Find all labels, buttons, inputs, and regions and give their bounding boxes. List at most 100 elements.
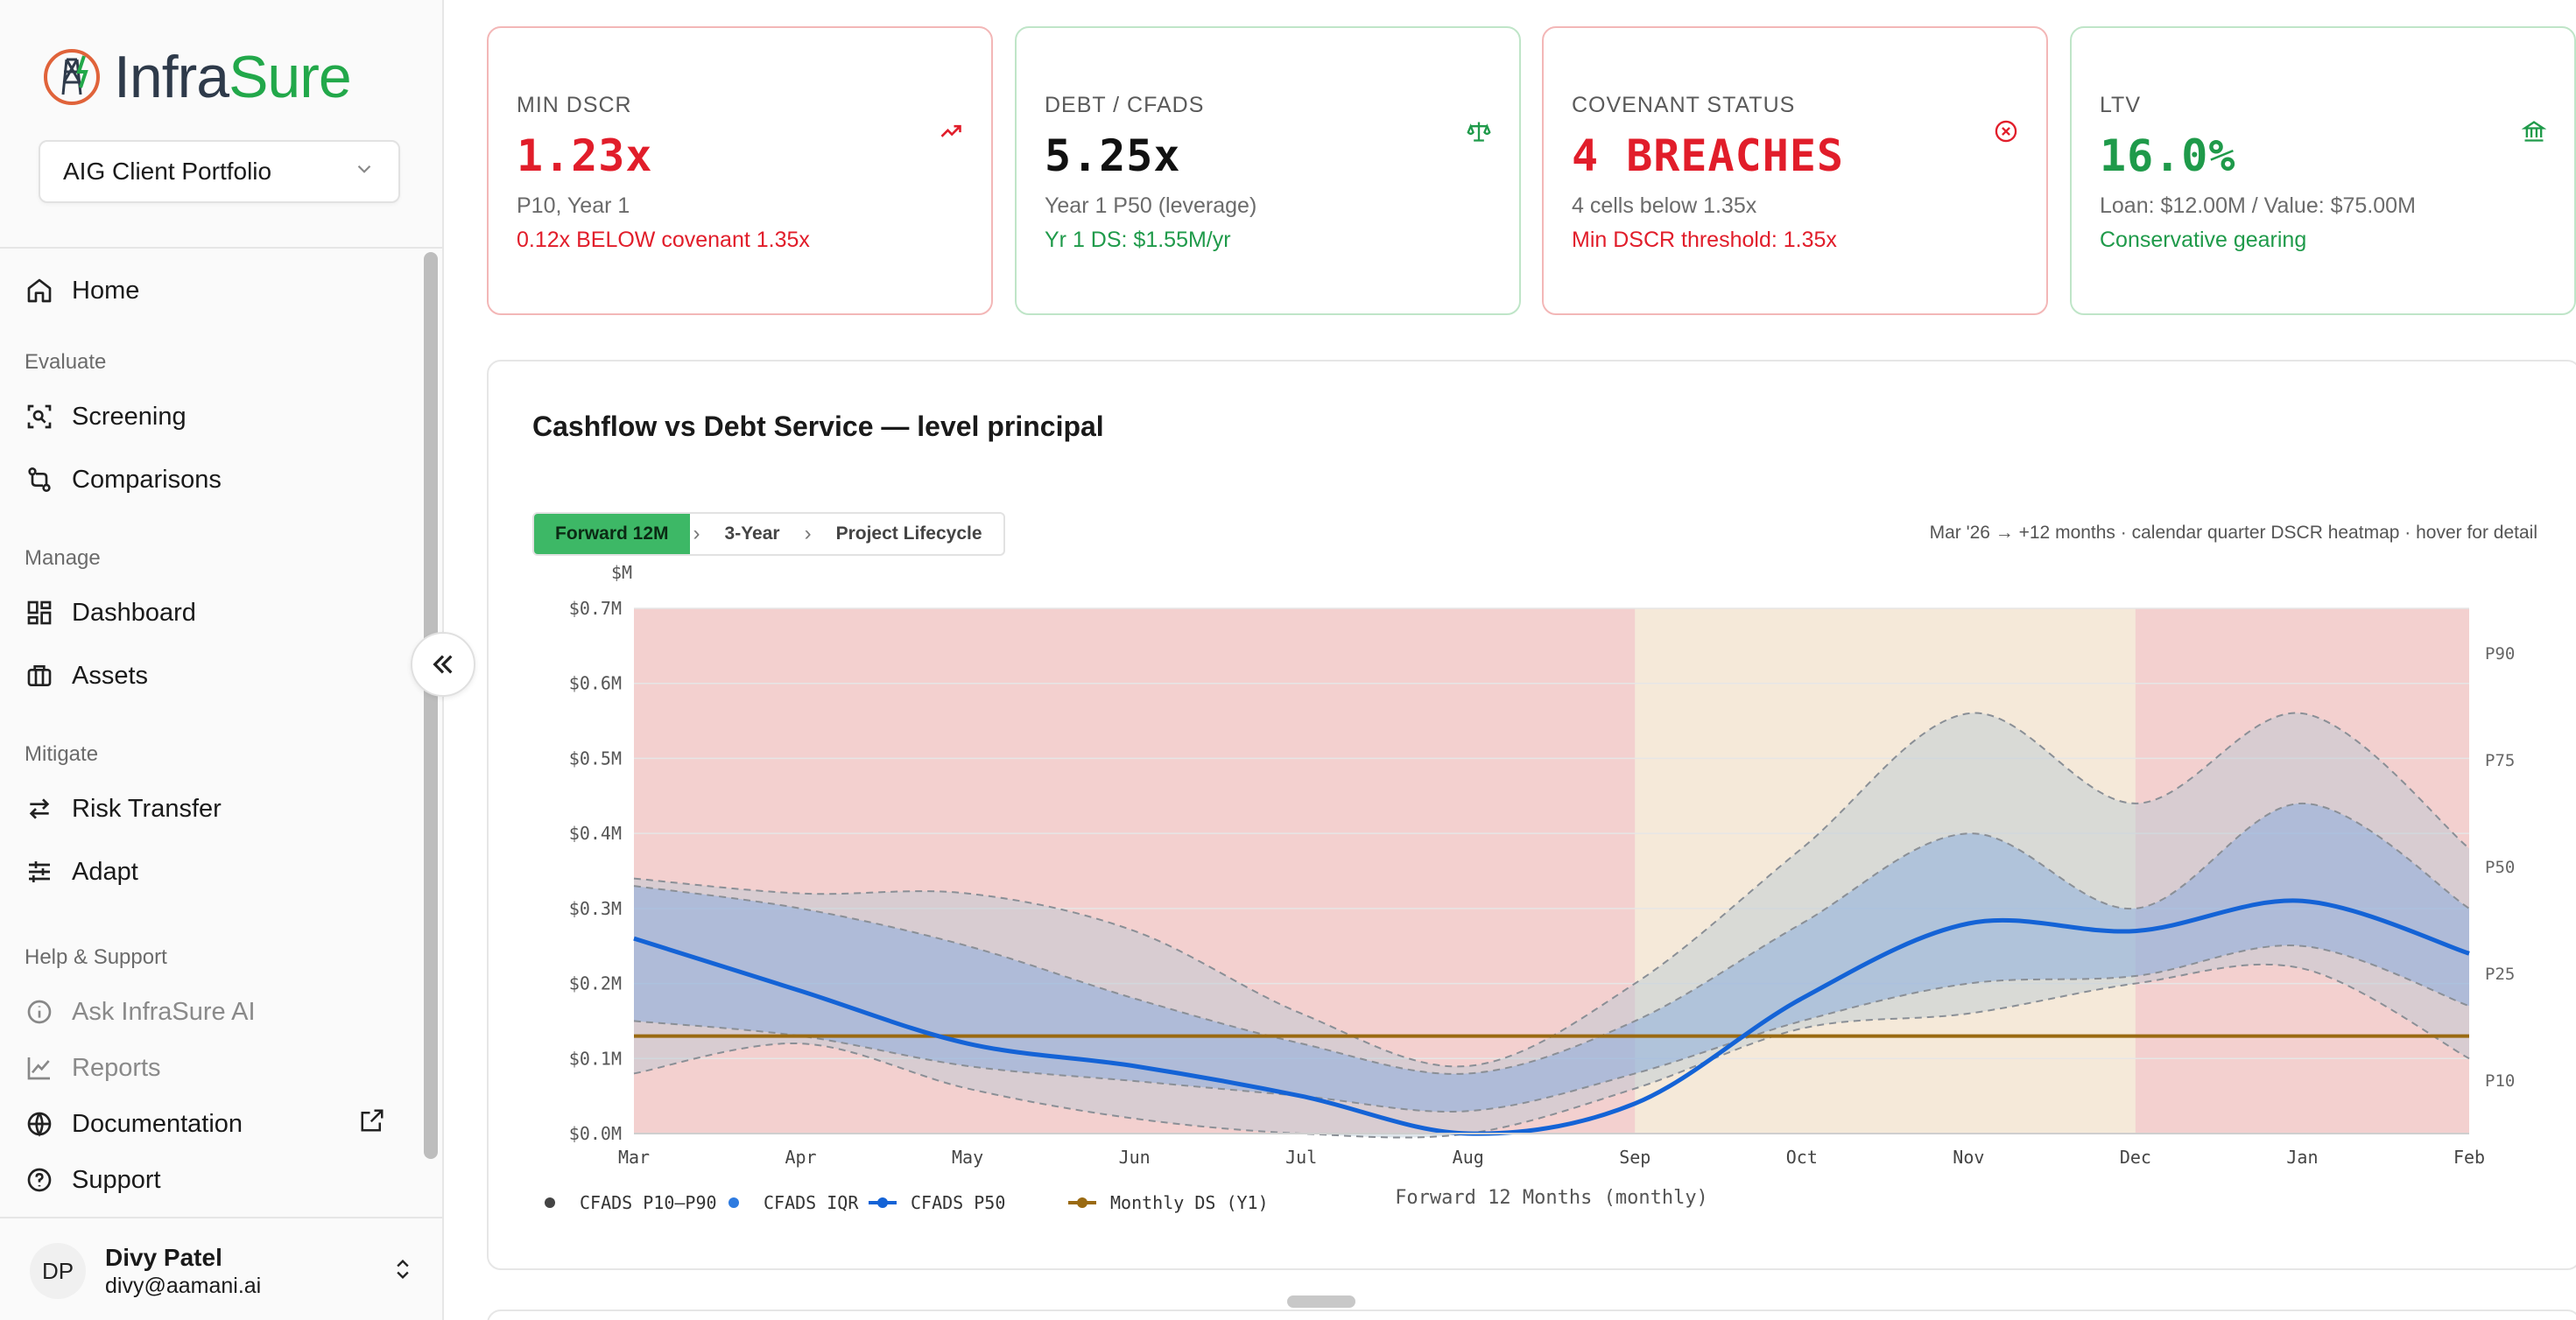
x-tick-label: May — [952, 1147, 983, 1168]
sidebar: InfraSure AIG Client Portfolio Home Eval… — [0, 0, 444, 1320]
right-band-label: P25 — [2485, 965, 2515, 984]
sidebar-item-reports[interactable]: Reports — [25, 1049, 161, 1087]
kpi-sub: 4 cells below 1.35x — [1572, 193, 1757, 218]
sidebar-item-home[interactable]: Home — [25, 271, 139, 310]
kpi-min-dscr: MIN DSCR 1.23x P10, Year 1 0.12x BELOW c… — [487, 26, 993, 315]
y-tick-label: $0.5M — [569, 748, 622, 769]
legend-label: CFADS IQR — [764, 1192, 859, 1213]
x-tick-label: Sep — [1619, 1147, 1650, 1168]
section-help: Help & Support — [25, 945, 167, 969]
external-link-icon[interactable] — [359, 1107, 385, 1138]
chevron-right-icon: › — [804, 522, 812, 545]
y-tick-label: $0.1M — [569, 1048, 622, 1069]
sidebar-item-screening[interactable]: Screening — [25, 397, 187, 436]
user-email: divy@aamani.ai — [105, 1273, 262, 1298]
user-divider — [0, 1217, 442, 1218]
help-circle-icon — [25, 1165, 54, 1195]
user-meta: Divy Patel divy@aamani.ai — [105, 1244, 261, 1299]
portfolio-select[interactable]: AIG Client Portfolio — [39, 140, 400, 203]
bank-icon — [2521, 119, 2547, 148]
kpi-debt-cfads: DEBT / CFADS 5.25x Year 1 P50 (leverage)… — [1015, 26, 1521, 315]
x-tick-label: Nov — [1953, 1147, 1984, 1168]
trending-up-icon — [939, 119, 963, 148]
heatmap-cell-2 — [2135, 608, 2469, 1134]
sidebar-item-documentation[interactable]: Documentation — [25, 1105, 243, 1143]
sidebar-item-label: Home — [72, 276, 140, 305]
legend-marker — [728, 1197, 739, 1208]
logo[interactable]: InfraSure — [40, 42, 352, 112]
line-chart-icon — [25, 1053, 54, 1083]
x-tick-label: Oct — [1786, 1147, 1818, 1168]
tab-project-lifecycle[interactable]: Project Lifecycle — [835, 523, 982, 544]
sidebar-item-label: Dashboard — [72, 598, 196, 627]
pylon-logo-icon — [44, 49, 100, 105]
sidebar-item-support[interactable]: Support — [25, 1161, 161, 1199]
line-cfads-p90 — [633, 712, 2470, 1068]
next-card — [487, 1309, 2576, 1320]
y-tick-label: $0.3M — [569, 898, 622, 919]
resize-handle[interactable] — [1287, 1295, 1355, 1308]
sidebar-item-ask-ai[interactable]: Ask InfraSure AI — [25, 993, 256, 1031]
x-tick-label: Dec — [2120, 1147, 2151, 1168]
briefcase-icon — [25, 661, 54, 691]
sidebar-item-risk-transfer[interactable]: Risk Transfer — [25, 790, 222, 828]
kpi-note: Min DSCR threshold: 1.35x — [1572, 228, 1837, 252]
tab-forward-12m[interactable]: Forward 12M — [534, 514, 690, 554]
y-tick-label: $0.2M — [569, 973, 622, 994]
x-tick-label: Jun — [1119, 1147, 1151, 1168]
legend-label: Monthly DS (Y1) — [1110, 1192, 1269, 1213]
portfolio-select-value: AIG Client Portfolio — [63, 158, 272, 185]
kpi-value: 1.23x — [517, 130, 653, 181]
kpi-note: Yr 1 DS: $1.55M/yr — [1045, 228, 1231, 252]
git-compare-icon — [25, 465, 54, 495]
legend-marker — [1077, 1197, 1087, 1208]
range-tabs: Forward 12M › 3-Year › Project Lifecycle — [532, 512, 1005, 556]
legend-label: CFADS P10–P90 — [580, 1192, 717, 1213]
section-manage: Manage — [25, 546, 101, 570]
globe-icon — [25, 1109, 54, 1139]
y-tick-label: $0.6M — [569, 673, 622, 694]
kpi-sub: P10, Year 1 — [517, 193, 630, 218]
kpi-sub: Year 1 P50 (leverage) — [1045, 193, 1257, 218]
sidebar-item-label: Comparisons — [72, 465, 222, 494]
x-axis-label: Forward 12 Months (monthly) — [1395, 1187, 1708, 1209]
y-tick-label: $0.7M — [569, 598, 622, 619]
info-icon — [25, 997, 54, 1027]
x-tick-label: Aug — [1453, 1147, 1484, 1168]
x-tick-label: Mar — [618, 1147, 650, 1168]
chart-title: Cashflow vs Debt Service — level princip… — [532, 411, 1104, 442]
sidebar-item-label: Documentation — [72, 1109, 243, 1138]
section-evaluate: Evaluate — [25, 350, 107, 374]
plot-background — [634, 608, 2469, 1134]
x-tick-label: Feb — [2453, 1147, 2485, 1168]
sidebar-item-assets[interactable]: Assets — [25, 656, 148, 695]
cashflow-chart[interactable]: $0.0M $0.1M $0.2M $0.3M $0.4M $0.5M $0.6M $0.7M… — [489, 362, 2576, 1272]
band-p10-p90 — [634, 713, 2469, 1138]
sidebar-scrollbar[interactable] — [424, 252, 438, 1159]
right-band-label: P10 — [2485, 1071, 2515, 1091]
kpi-label: DEBT / CFADS — [1045, 93, 1205, 117]
line-cfads-p50 — [633, 898, 2470, 1136]
tab-3-year[interactable]: 3-Year — [724, 523, 780, 544]
chart-card: $0.0M $0.1M $0.2M $0.3M $0.4M $0.5M $0.6M $0.7M… — [487, 360, 2576, 1270]
kpi-label: COVENANT STATUS — [1572, 93, 1796, 117]
dashboard-icon — [25, 598, 54, 628]
collapse-sidebar-button[interactable] — [411, 632, 475, 697]
right-band-label: P50 — [2485, 858, 2515, 877]
user-menu[interactable]: DP Divy Patel divy@aamani.ai — [30, 1243, 415, 1299]
legend-marker — [545, 1197, 555, 1208]
y-axis-label: $M — [611, 562, 632, 583]
user-name: Divy Patel — [105, 1243, 222, 1271]
kpi-ltv: LTV 16.0% Loan: $12.00M / Value: $75.00M… — [2070, 26, 2576, 315]
heatmap-cell-0 — [634, 608, 1636, 1134]
sidebar-item-dashboard[interactable]: Dashboard — [25, 593, 196, 632]
kpi-label: LTV — [2100, 93, 2141, 117]
sidebar-item-adapt[interactable]: Adapt — [25, 853, 138, 891]
x-tick-label: Apr — [785, 1147, 816, 1168]
sidebar-item-label: Reports — [72, 1053, 161, 1082]
sidebar-item-label: Support — [72, 1165, 161, 1194]
sidebar-item-label: Screening — [72, 402, 187, 431]
sidebar-item-label: Adapt — [72, 857, 138, 886]
home-icon — [25, 276, 54, 305]
sidebar-item-comparisons[interactable]: Comparisons — [25, 460, 222, 499]
